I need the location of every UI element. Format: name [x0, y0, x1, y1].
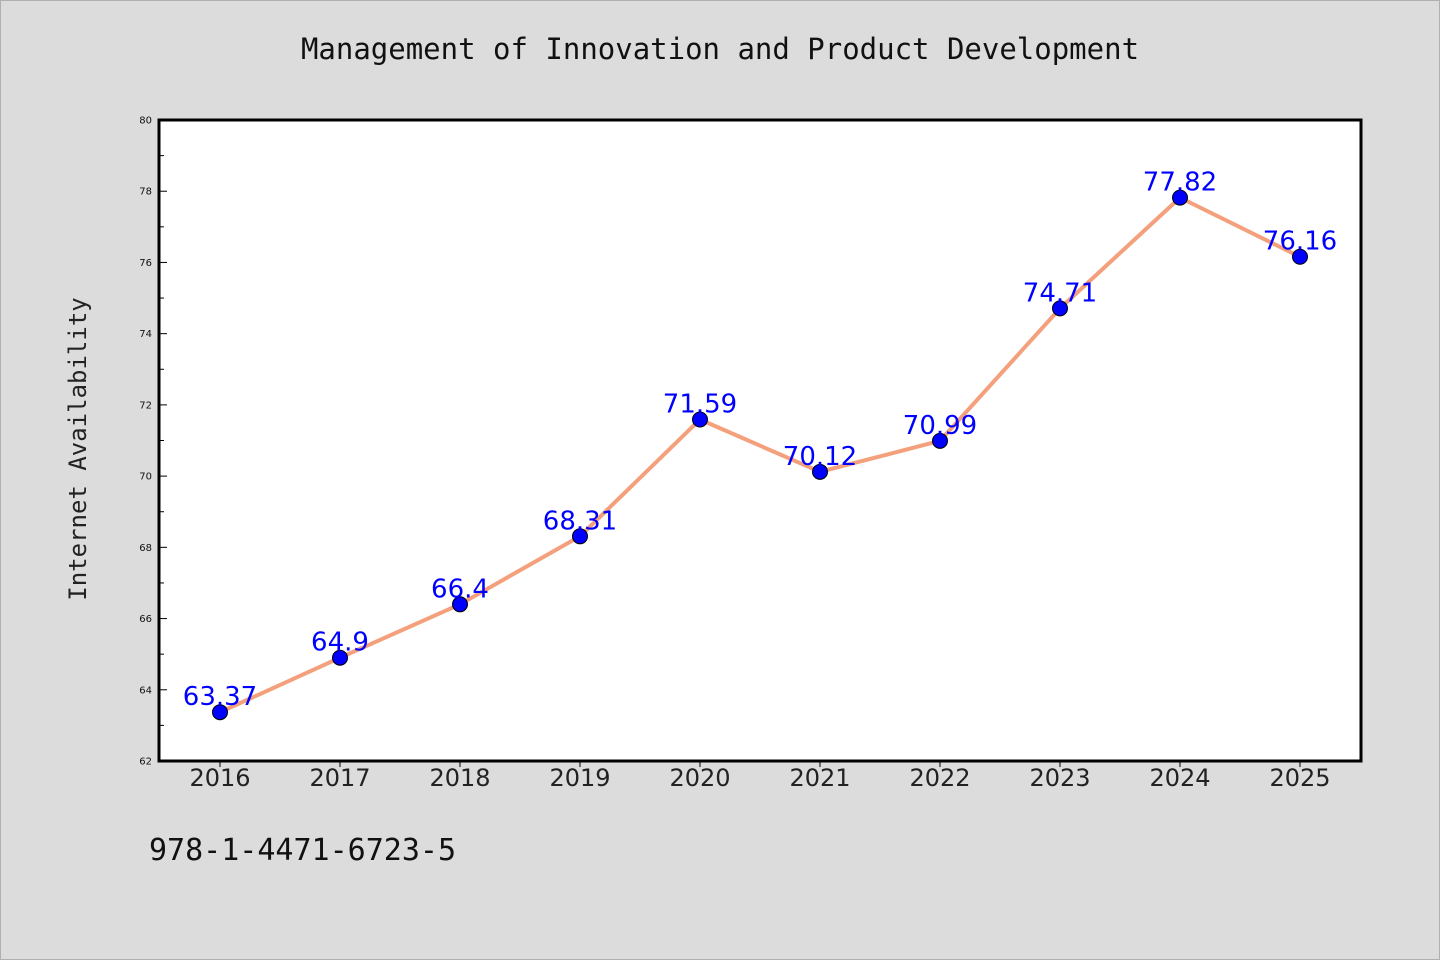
data-label: 70.12 — [783, 442, 857, 472]
y-tick-label: 66 — [139, 614, 152, 625]
data-label: 77.82 — [1143, 168, 1217, 198]
y-tick-label: 74 — [139, 329, 152, 340]
data-point-marker — [1172, 189, 1188, 206]
data-point-marker — [332, 649, 348, 666]
data-label: 66.4 — [431, 574, 489, 604]
x-tick-label: 2018 — [429, 764, 490, 792]
x-tick-label: 2020 — [669, 764, 730, 792]
data-point-marker — [212, 704, 228, 721]
y-tick-label: 62 — [139, 757, 152, 768]
data-point-marker — [572, 528, 588, 545]
data-point-marker — [692, 411, 708, 428]
x-tick-label: 2017 — [309, 764, 370, 792]
data-point-marker — [452, 596, 468, 613]
data-label: 70.99 — [903, 411, 977, 441]
chart-title: Management of Innovation and Product Dev… — [300, 32, 1140, 66]
y-tick-label: 76 — [139, 258, 152, 269]
x-tick-label: 2016 — [189, 764, 250, 792]
x-tick-label: 2024 — [1149, 764, 1210, 792]
series-line — [218, 195, 1302, 715]
data-point-marker — [812, 463, 828, 480]
data-label: 71.59 — [663, 389, 737, 419]
plot-area — [157, 118, 1363, 763]
y-tick-label: 70 — [139, 472, 152, 483]
isbn-label: 978-1-4471-6723-5 — [149, 833, 457, 868]
data-point-marker — [1052, 300, 1068, 317]
y-tick-label: 78 — [139, 187, 152, 198]
data-label: 68.31 — [543, 506, 617, 536]
data-label: 76.16 — [1263, 227, 1337, 257]
y-tick-label: 68 — [139, 543, 152, 554]
data-point-marker — [932, 432, 948, 449]
x-tick-label: 2025 — [1269, 764, 1330, 792]
x-tick-label: 2021 — [789, 764, 850, 792]
y-tick-label: 64 — [139, 685, 152, 696]
data-point-marker — [1292, 248, 1308, 265]
data-label: 63.37 — [183, 682, 257, 712]
data-label: 64.9 — [311, 628, 369, 658]
x-tick-label: 2023 — [1029, 764, 1090, 792]
x-tick-label: 2022 — [909, 764, 970, 792]
y-tick-label: 80 — [139, 116, 152, 127]
x-tick-label: 2019 — [549, 764, 610, 792]
y-tick-label: 72 — [139, 400, 152, 411]
data-label: 74.71 — [1023, 278, 1097, 308]
